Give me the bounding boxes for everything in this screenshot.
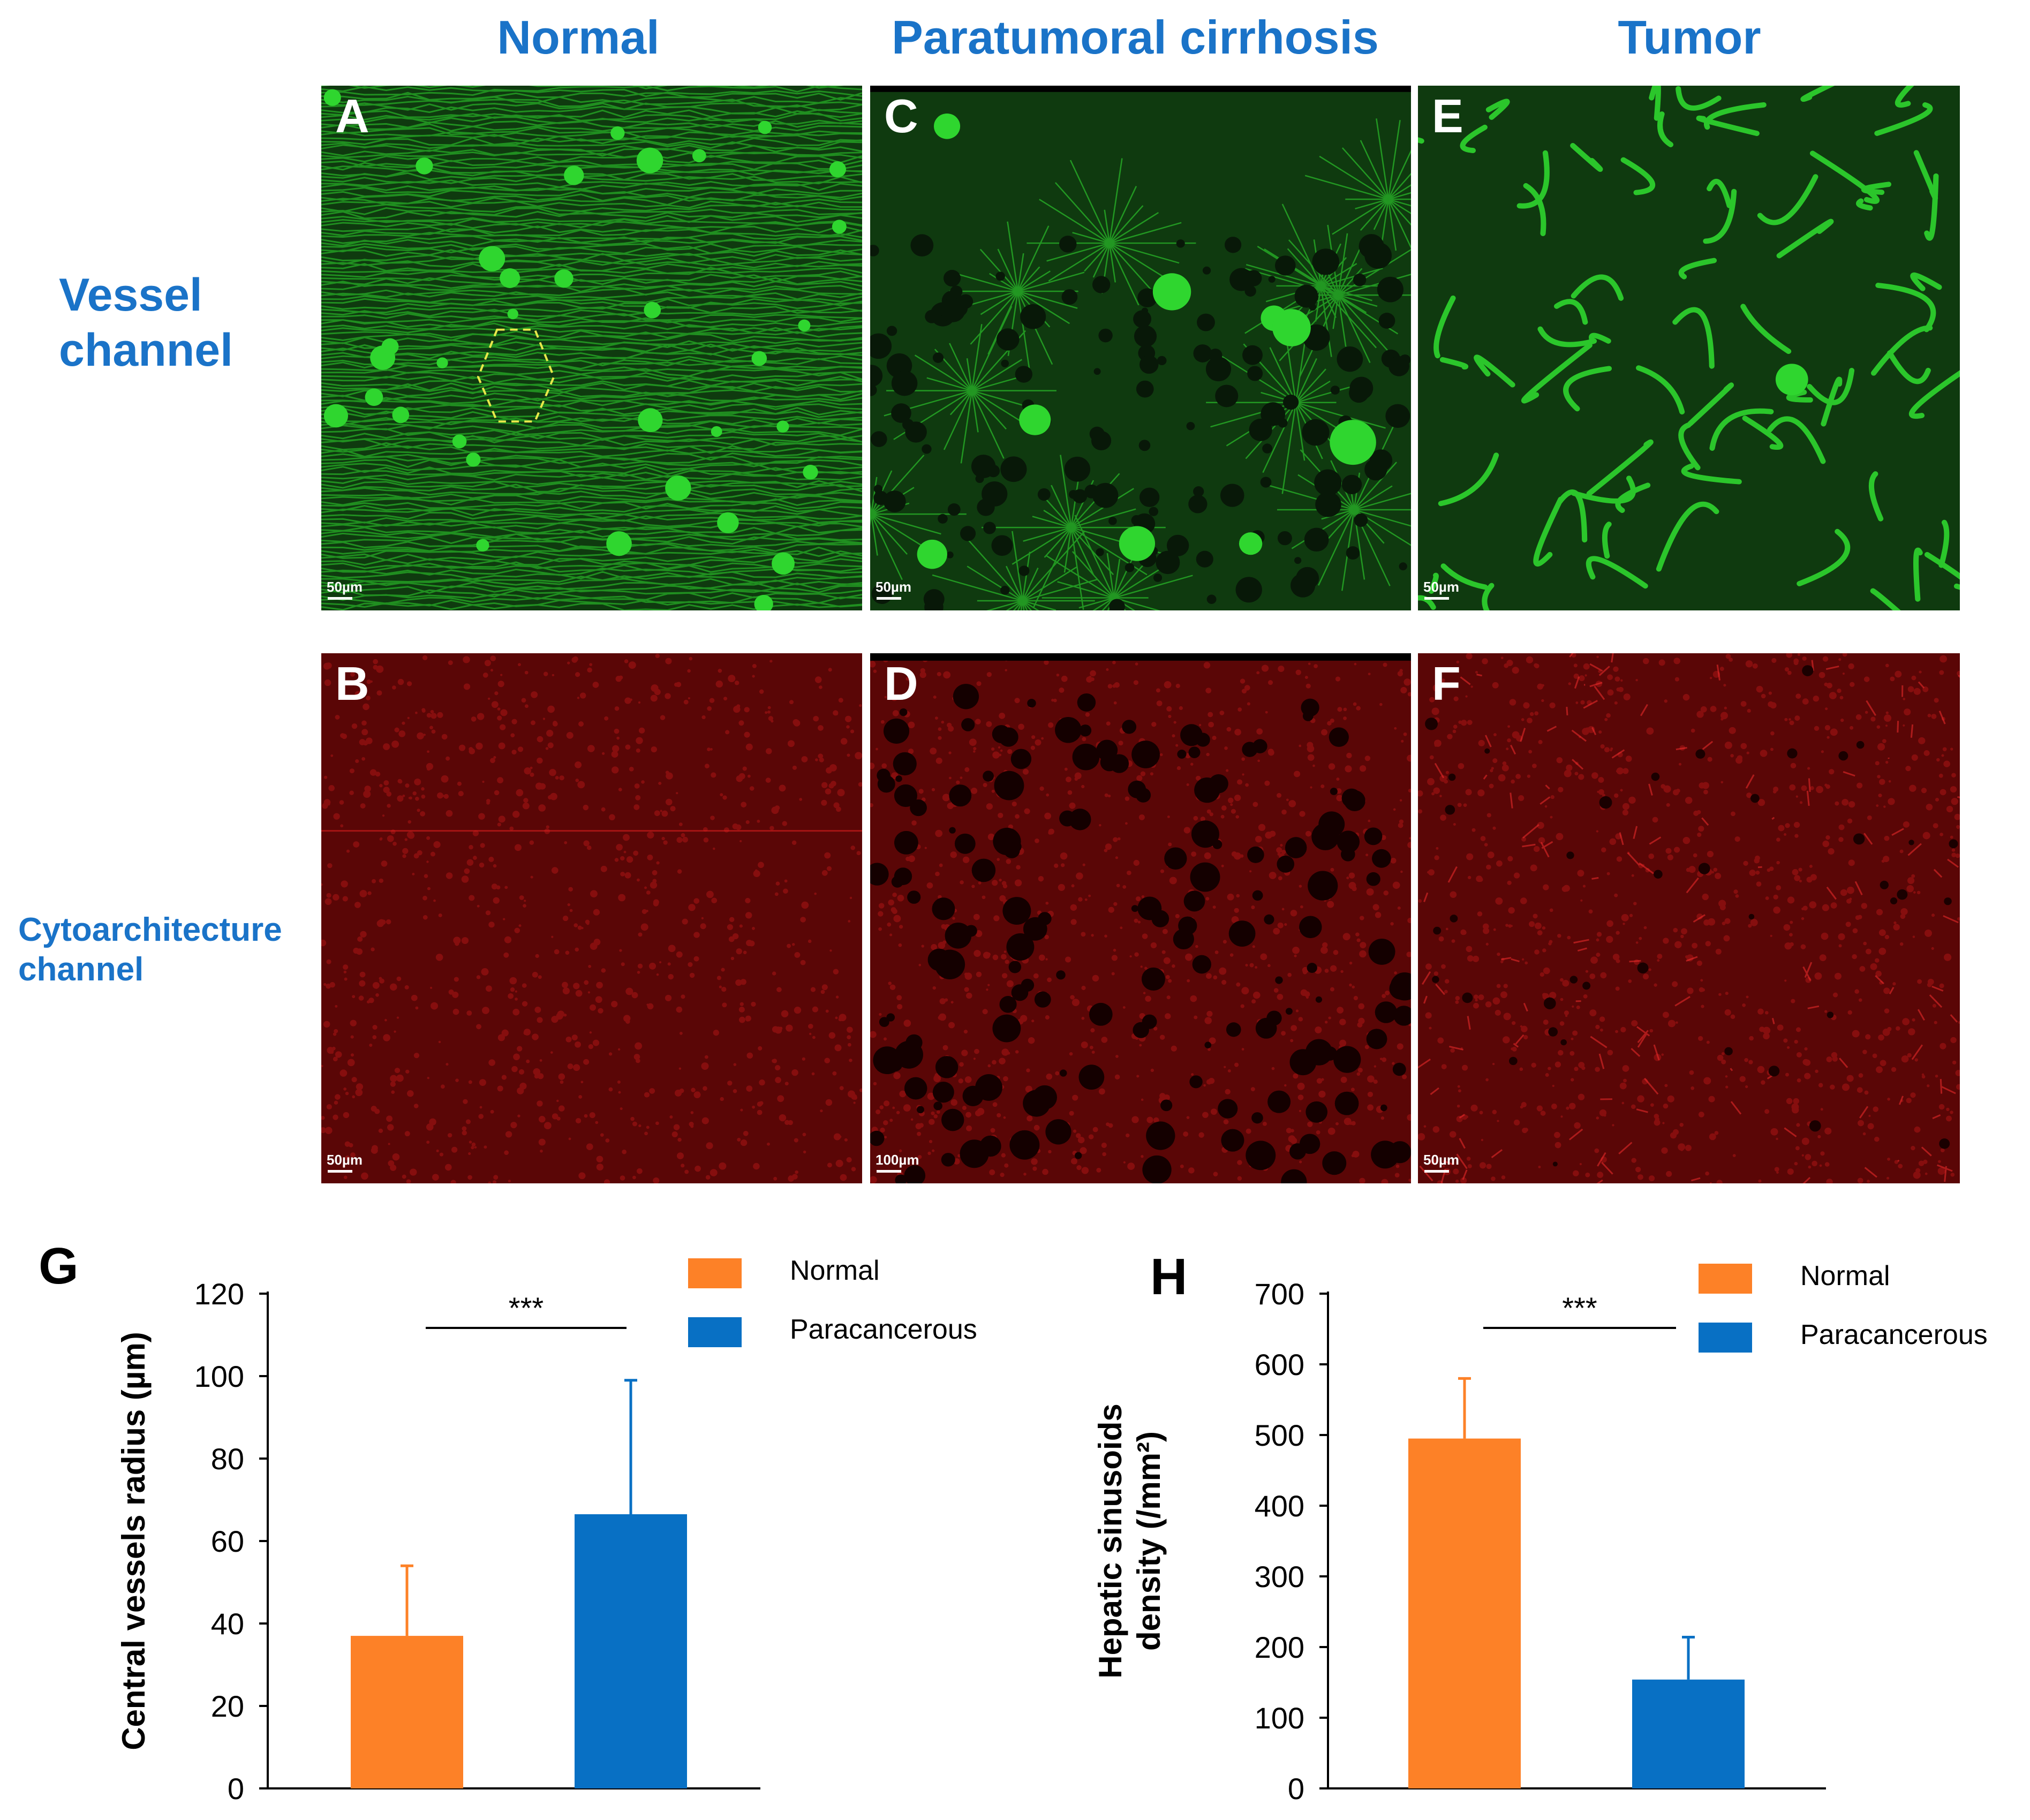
- legend-label-normal: Normal: [1800, 1260, 1890, 1292]
- y-tick-label: 600: [1255, 1348, 1304, 1381]
- vessel-image-normal: [321, 86, 862, 610]
- scale-bar-e: [1424, 597, 1449, 600]
- y-tick-label: 300: [1255, 1560, 1304, 1594]
- significance-label: ***: [1562, 1291, 1597, 1325]
- panel-letter-a: A: [335, 89, 369, 142]
- column-title-paratumoral-cirrhosis: Paratumoral cirrhosis: [892, 11, 1379, 64]
- column-title-normal: Normal: [497, 11, 660, 64]
- scale-bar-d: [877, 1170, 901, 1173]
- y-tick-label: 60: [211, 1524, 244, 1558]
- scale-label-f: 50µm: [1423, 1152, 1460, 1168]
- bar-chart-h-plot: 0 100 200 300 400 500 600 700 Hepatic sinusoidsd…: [1092, 1260, 1988, 1806]
- scale-label-c: 50µm: [876, 579, 912, 595]
- chart-letter-g: G: [39, 1237, 79, 1295]
- column-title-tumor: Tumor: [1618, 11, 1761, 64]
- panel-letter-f: F: [1432, 657, 1461, 710]
- legend-swatch-paracancerous: [1699, 1323, 1752, 1353]
- bar-paracancerous: [575, 1514, 687, 1788]
- micrograph-panel-e: E 50µm: [1418, 86, 1960, 610]
- scale-bar-f: [1424, 1170, 1449, 1173]
- row-title-vessel-channel: Vessel channel: [59, 269, 233, 376]
- y-tick-label: 0: [228, 1772, 244, 1806]
- y-tick-label: 0: [1288, 1772, 1304, 1806]
- micrograph-panel-c: C 50µm: [870, 86, 1411, 610]
- scale-label-a: 50µm: [327, 579, 363, 595]
- panel-letter-d: D: [884, 657, 918, 710]
- scale-bar-c: [877, 597, 901, 600]
- y-tick-label: 20: [211, 1689, 244, 1723]
- chart-letter-h: H: [1150, 1248, 1188, 1305]
- significance-label: ***: [509, 1291, 544, 1325]
- legend-swatch-paracancerous: [688, 1317, 742, 1347]
- legend-swatch-normal: [1699, 1264, 1752, 1294]
- y-tick-label: 120: [194, 1277, 244, 1311]
- y-tick-label: 100: [1255, 1701, 1304, 1735]
- cyto-image-cirrhosis: [870, 653, 1411, 1183]
- y-tick-label: 700: [1255, 1277, 1304, 1311]
- panel-letter-c: C: [884, 89, 918, 142]
- vessel-image-cirrhosis: [870, 86, 1411, 610]
- bar-chart-g: 0 20 40 60 80 100 120 Central vessels radius (µ…: [107, 1248, 1044, 1815]
- cyto-image-tumor: [1418, 653, 1960, 1183]
- y-tick-label: 80: [211, 1442, 244, 1476]
- y-tick-label: 200: [1255, 1630, 1304, 1664]
- cyto-image-normal: [321, 653, 862, 1183]
- row-title-cytoarchitecture-channel: Cytoarchitecture channel: [18, 911, 282, 988]
- scale-bar-b: [328, 1170, 352, 1173]
- micrograph-panel-d: D 100µm: [870, 653, 1411, 1183]
- legend-label-paracancerous: Paracancerous: [790, 1314, 977, 1345]
- micrograph-panel-b: B 50µm: [321, 653, 862, 1183]
- y-tick-label: 500: [1255, 1418, 1304, 1452]
- y-tick-label: 100: [194, 1360, 244, 1393]
- y-axis-label: Hepatic sinusoidsdensity (/mm²): [1098, 1403, 1167, 1678]
- micrograph-panel-a: A 50µm: [321, 86, 862, 610]
- bar-normal: [1408, 1438, 1521, 1788]
- micrograph-panel-f: F 50µm: [1418, 653, 1960, 1183]
- bar-paracancerous: [1632, 1679, 1745, 1788]
- legend-label-paracancerous: Paracancerous: [1800, 1319, 1988, 1350]
- scale-label-e: 50µm: [1423, 579, 1460, 595]
- bar-chart-g-plot: 0 20 40 60 80 100 120 Central vessels radius (µ…: [116, 1255, 977, 1806]
- scale-label-b: 50µm: [327, 1152, 363, 1168]
- panel-letter-b: B: [335, 657, 369, 710]
- y-tick-label: 400: [1255, 1489, 1304, 1523]
- vessel-image-tumor: [1418, 86, 1960, 610]
- legend-label-normal: Normal: [790, 1255, 880, 1286]
- bar-chart-h: 0 100 200 300 400 500 600 700 Hepatic sinusoidsd…: [1092, 1248, 2030, 1815]
- bar-normal: [351, 1636, 463, 1788]
- y-tick-label: 40: [211, 1607, 244, 1641]
- panel-letter-e: E: [1432, 89, 1463, 142]
- lobule-hexagon-outline: [477, 328, 555, 423]
- scale-label-d: 100µm: [876, 1152, 919, 1168]
- y-axis-label: Central vessels radius (µm): [116, 1332, 152, 1750]
- legend-swatch-normal: [688, 1258, 742, 1288]
- scale-bar-a: [328, 597, 352, 600]
